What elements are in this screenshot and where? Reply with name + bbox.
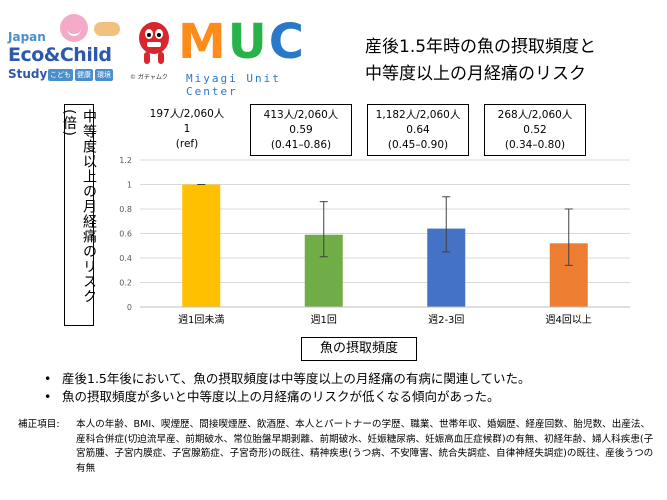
annotation-box: 413人/2,060人 0.59 (0.41–0.86): [250, 104, 352, 156]
x-axis-label: 魚の摂取頻度: [319, 341, 398, 356]
notes-text: 本人の年齢、BMI、喫煙歴、間接喫煙歴、飲酒歴、本人とパートナーの学歴、職業、世…: [76, 419, 654, 474]
jecs-logo: Japan Eco&Child Study こども 健康 環境: [8, 12, 126, 88]
bar-chart: 0 0.2 0.4 0.6 0.8 1 1.2 週1回未満 週1回 週2-3回 週4回以上: [119, 156, 630, 326]
y-axis-label-box: 中等度以上の月経痛のリスク(倍): [61, 104, 97, 326]
jecs-tag: こども: [48, 69, 73, 81]
annotation-ci: (0.41–0.86): [270, 139, 332, 151]
crawling-baby-icon: [94, 22, 120, 36]
finding-item: 魚の摂取頻度が多いと中等度以上の月経痛のリスクが低くなる傾向があった。: [28, 388, 658, 406]
y-tick-label: 0.8: [119, 205, 132, 214]
adjustment-notes: 補正項目: 本人の年齢、BMI、喫煙歴、間接喫煙歴、飲酒歴、本人とパートナーの学…: [18, 418, 658, 476]
x-axis-label-box: 魚の摂取頻度: [301, 337, 417, 361]
title-line-2: 中等度以上の月経痛のリスク: [365, 64, 586, 84]
bar: [182, 184, 221, 307]
annotation-estimate: 0.64: [406, 124, 430, 136]
annotation-box: 1,182人/2,060人 0.64 (0.45–0.90): [367, 104, 469, 156]
y-tick-label: 0.4: [119, 254, 132, 263]
smile-face-icon: [60, 14, 88, 42]
y-tick-label: 1: [127, 181, 132, 190]
x-tick-label: 週2-3回: [428, 314, 464, 326]
x-tick-label: 週1回: [311, 314, 337, 326]
title-line-1: 産後1.5年時の魚の摂取頻度と: [365, 37, 597, 57]
annotation-count: 268人/2,060人: [497, 109, 573, 121]
annotation-estimate: 0.59: [289, 124, 313, 136]
x-tick-label: 週4回以上: [546, 314, 592, 326]
annotation-count: 413人/2,060人: [263, 109, 339, 121]
red-mascot-icon: [139, 22, 169, 64]
annotation-count: 197人/2,060人: [149, 108, 225, 120]
jecs-logo-tags: こども 健康 環境: [48, 69, 113, 81]
annotation-ci: (0.34–0.80): [504, 139, 566, 151]
muc-letters: MUC: [178, 14, 306, 70]
y-tick-label: 0.6: [119, 230, 132, 239]
annotation-ci: (ref): [175, 138, 199, 150]
y-tick-label: 0.2: [119, 279, 132, 288]
jecs-logo-study: Study: [8, 67, 48, 81]
y-tick-label: 0: [127, 303, 132, 312]
annotation-ci: (0.45–0.90): [387, 139, 449, 151]
annotation-box: 268人/2,060人 0.52 (0.34–0.80): [484, 104, 586, 156]
muc-logo: MUC © ガチャムク Miyagi Unit Center: [128, 10, 328, 98]
jecs-tag: 健康: [75, 69, 93, 81]
annotation-box: 197人/2,060人 1 (ref): [136, 104, 238, 156]
notes-label: 補正項目:: [18, 419, 60, 430]
annotation-estimate: 0.52: [523, 124, 547, 136]
x-tick-label: 週1回未満: [178, 314, 224, 326]
muc-subtitle: Miyagi Unit Center: [186, 72, 281, 98]
jecs-logo-eco-child: Eco&Child: [8, 44, 112, 66]
jecs-tag: 環境: [95, 69, 113, 81]
findings-list: 産後1.5年後において、魚の摂取頻度は中等度以上の月経痛の有病に関連していた。 …: [28, 370, 658, 406]
annotation-estimate: 1: [183, 123, 191, 135]
muc-copyright: © ガチャムク: [130, 74, 168, 81]
finding-item: 産後1.5年後において、魚の摂取頻度は中等度以上の月経痛の有病に関連していた。: [28, 370, 658, 388]
y-axis-label: 中等度以上の月経痛のリスク(倍): [61, 109, 97, 304]
jecs-logo-japan: Japan: [8, 30, 46, 44]
page-title: 産後1.5年時の魚の摂取頻度と 中等度以上の月経痛のリスク: [365, 34, 665, 88]
annotation-count: 1,182人/2,060人: [375, 109, 461, 121]
y-tick-label: 1.2: [119, 156, 132, 165]
